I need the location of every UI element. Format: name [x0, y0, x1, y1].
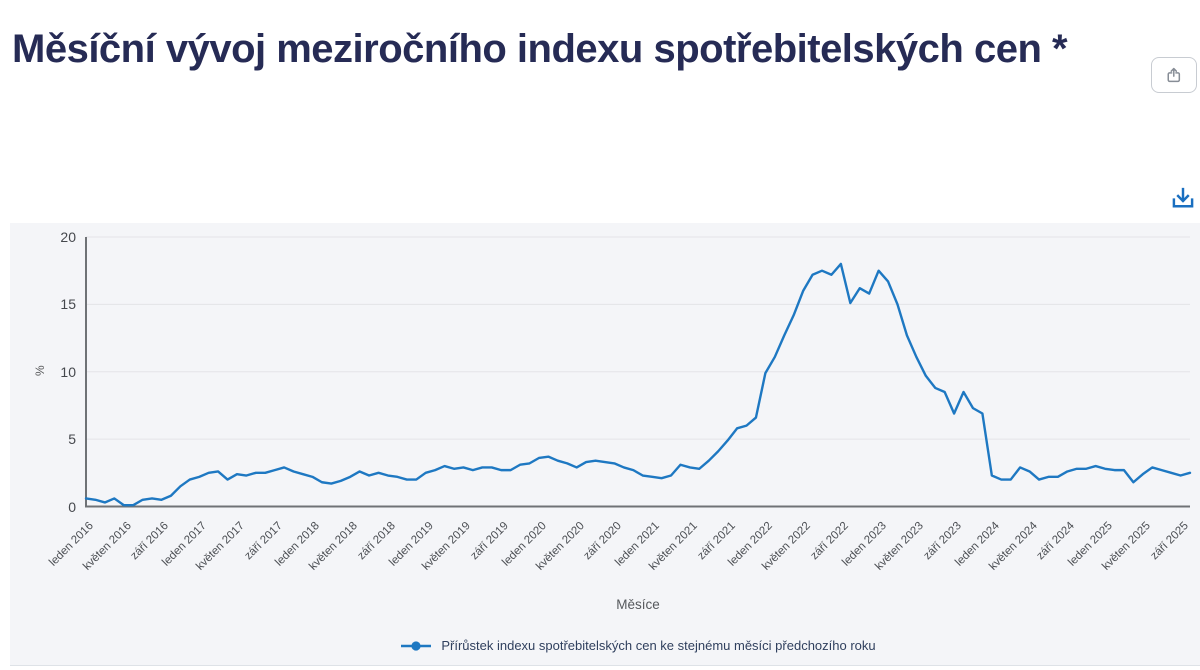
cpi-line-series	[84, 262, 1192, 507]
legend-label: Přírůstek indexu spotřebitelských cen ke…	[441, 638, 876, 653]
share-button[interactable]	[1151, 57, 1197, 93]
legend-item-cpi-series[interactable]: Přírůstek indexu spotřebitelských cen ke…	[86, 638, 1190, 653]
legend-line-dot-marker	[400, 640, 432, 652]
y-tick-label: 5	[68, 431, 76, 448]
download-icon	[1169, 185, 1197, 213]
y-tick-label: 10	[60, 363, 76, 380]
y-tick-label: 0	[68, 498, 76, 515]
y-tick-label: 20	[60, 229, 76, 245]
download-button[interactable]	[1167, 183, 1198, 214]
page-title: Měsíční vývoj meziročního indexu spotřeb…	[12, 27, 1068, 71]
y-tick-label: 15	[60, 296, 76, 313]
line-chart-plot	[84, 236, 1192, 508]
x-axis-title: Měsíce	[616, 597, 660, 612]
share-export-icon	[1164, 65, 1184, 85]
chart-card: % 0 5 10 15 20 leden 2016 květen 2016 září 201…	[10, 223, 1200, 666]
